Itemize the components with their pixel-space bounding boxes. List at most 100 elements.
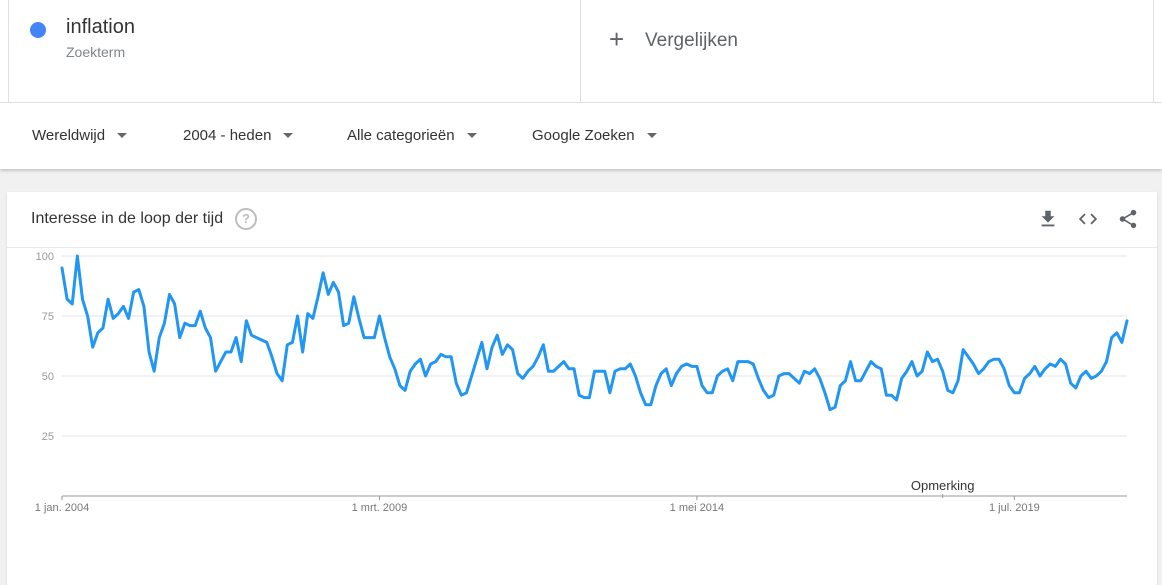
data-point [762, 389, 765, 392]
chevron-down-icon [283, 133, 294, 138]
download-icon[interactable] [1037, 208, 1059, 230]
data-point [629, 363, 632, 366]
data-point [137, 288, 140, 291]
data-point [716, 375, 719, 378]
data-point [798, 382, 801, 385]
data-point [731, 379, 734, 382]
data-point [670, 384, 673, 387]
data-point [127, 317, 130, 320]
category-filter-label: Alle categorieën [347, 127, 455, 144]
data-point [214, 370, 217, 373]
data-point [634, 375, 637, 378]
data-point [96, 331, 99, 334]
data-point [567, 367, 570, 370]
data-point [1095, 375, 1098, 378]
data-point [997, 358, 1000, 361]
data-point [388, 355, 391, 358]
data-point [885, 394, 888, 397]
data-point [573, 367, 576, 370]
card-header: Interesse in de loop der tijd ? [7, 192, 1157, 248]
chevron-down-icon [466, 133, 477, 138]
source-filter[interactable]: Google Zoeken [532, 127, 657, 144]
data-point [199, 310, 202, 313]
share-icon[interactable] [1117, 208, 1139, 230]
data-point [398, 384, 401, 387]
data-point [516, 372, 519, 375]
data-point [66, 298, 69, 301]
period-filter-label: 2004 - heden [183, 127, 272, 144]
data-point [936, 358, 939, 361]
data-point [921, 370, 924, 373]
data-point [557, 365, 560, 368]
data-point [142, 305, 145, 308]
search-term-name[interactable]: inflation [66, 16, 135, 38]
data-point [337, 291, 340, 294]
plus-icon: + [609, 24, 625, 54]
data-point [793, 377, 796, 380]
data-point [649, 403, 652, 406]
data-point [470, 375, 473, 378]
period-filter[interactable]: 2004 - heden [183, 127, 294, 144]
search-term-card[interactable]: inflation Zoekterm [8, 0, 581, 102]
data-point [465, 391, 468, 394]
data-point [445, 355, 448, 358]
data-point [270, 355, 273, 358]
data-point [342, 324, 345, 327]
data-point [306, 312, 309, 315]
data-point [86, 315, 89, 318]
data-point [839, 384, 842, 387]
data-point [680, 365, 683, 368]
data-point [695, 365, 698, 368]
term-color-dot [30, 22, 46, 38]
data-point [777, 375, 780, 378]
category-filter[interactable]: Alle categorieën [347, 127, 477, 144]
compare-button[interactable]: + Vergelijken [581, 0, 1154, 102]
data-point [276, 372, 279, 375]
data-point [854, 379, 857, 382]
data-point [224, 351, 227, 354]
data-point [895, 399, 898, 402]
region-filter[interactable]: Wereldwijd [32, 127, 128, 144]
data-point [1013, 391, 1016, 394]
embed-code-icon[interactable] [1077, 208, 1099, 230]
data-point [311, 317, 314, 320]
data-point [1110, 336, 1113, 339]
data-point [916, 375, 919, 378]
data-point [619, 367, 622, 370]
data-point [767, 396, 770, 399]
x-tick-label: 1 jul. 2019 [989, 502, 1040, 514]
search-term-type: Zoekterm [66, 44, 126, 60]
data-point [1038, 375, 1041, 378]
interest-over-time-card: Interesse in de loop der tijd ? 25 50 75 10… [7, 192, 1157, 585]
data-point [286, 343, 289, 346]
data-point [578, 394, 581, 397]
data-point [711, 391, 714, 394]
data-point [598, 370, 601, 373]
data-point [173, 303, 176, 306]
data-point [772, 394, 775, 397]
data-point [485, 367, 488, 370]
data-point [1028, 372, 1031, 375]
data-point [1049, 363, 1052, 366]
series-line [60, 254, 1129, 412]
data-point [639, 391, 642, 394]
region-filter-label: Wereldwijd [32, 127, 106, 144]
y-tick-label: 100 [36, 251, 54, 263]
data-point [1115, 331, 1118, 334]
help-icon[interactable]: ? [235, 208, 257, 230]
data-point [1023, 377, 1026, 380]
data-point [1044, 367, 1047, 370]
data-point [1059, 358, 1062, 361]
data-point [414, 363, 417, 366]
data-point [112, 317, 115, 320]
data-point [363, 336, 366, 339]
data-point [905, 370, 908, 373]
data-point [107, 298, 110, 301]
chevron-down-icon [646, 133, 657, 138]
data-point [219, 360, 222, 363]
data-point [900, 377, 903, 380]
data-point [823, 391, 826, 394]
data-point [455, 382, 458, 385]
data-point [624, 367, 627, 370]
data-point [168, 293, 171, 296]
